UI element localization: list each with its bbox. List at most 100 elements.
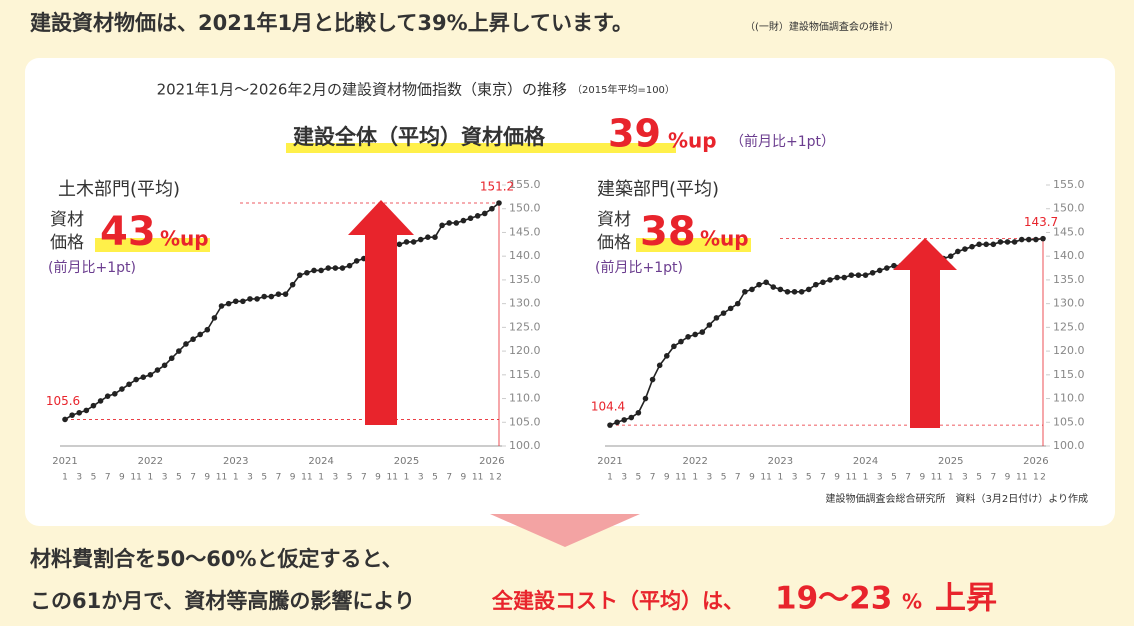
x-tick-label: 9 xyxy=(290,473,296,483)
point xyxy=(318,267,324,274)
x-tick-label: 3 xyxy=(621,473,627,483)
point xyxy=(784,288,791,295)
x-tick-label: 7 xyxy=(276,473,282,483)
x-tick-label: 3 xyxy=(162,473,168,483)
point xyxy=(425,234,431,240)
point xyxy=(147,372,154,378)
point xyxy=(1026,236,1032,243)
x-year-label: 2026 xyxy=(1023,456,1048,467)
x-tick-label: 11 xyxy=(130,473,141,483)
highlight xyxy=(286,143,676,153)
y-tick-label: 120.0 xyxy=(1053,344,1085,357)
x-tick-label: 7 xyxy=(190,473,196,483)
x-tick-label: 7 xyxy=(990,473,996,483)
point xyxy=(339,265,346,271)
point xyxy=(97,398,104,404)
chart-title: 土木部門(平均) xyxy=(58,179,180,200)
x-tick-label: 11 xyxy=(1016,473,1027,483)
point xyxy=(869,269,876,276)
point xyxy=(734,300,741,307)
x-tick-label: 7 xyxy=(905,473,911,483)
x-tick-label: 1 xyxy=(692,473,698,483)
point xyxy=(827,277,833,283)
point xyxy=(706,322,713,328)
x-tick-label: 7 xyxy=(446,473,452,483)
point xyxy=(834,274,840,281)
y-tick-label: 125.0 xyxy=(509,320,541,333)
y-tick-label: 130.0 xyxy=(1053,297,1085,310)
point xyxy=(805,286,812,293)
x-tick-label: 9 xyxy=(1005,473,1011,483)
x-year-label: 2022 xyxy=(138,456,163,467)
x-tick-label: 5 xyxy=(347,473,353,483)
point xyxy=(225,300,232,307)
point xyxy=(656,362,663,369)
point xyxy=(62,416,68,423)
x-year-label: 2024 xyxy=(308,456,333,467)
point xyxy=(496,200,502,206)
x-tick-label: 3 xyxy=(792,473,798,483)
x-tick-label: 3 xyxy=(76,473,82,483)
y-tick-label: 140.0 xyxy=(1053,249,1085,262)
footer-big: 19〜23 xyxy=(775,581,892,617)
y-tick-label: 145.0 xyxy=(509,225,541,238)
point xyxy=(403,239,410,245)
point xyxy=(289,281,296,288)
point xyxy=(635,409,642,416)
x-tick-label: 9 xyxy=(204,473,210,483)
point xyxy=(990,241,997,248)
point xyxy=(489,205,495,212)
point xyxy=(742,288,748,295)
point xyxy=(855,272,862,278)
point xyxy=(396,241,403,248)
footer-emphasis: 全建設コスト（平均）は、 xyxy=(491,589,744,613)
point xyxy=(713,315,720,321)
x-tick-label: 9 xyxy=(375,473,381,483)
point xyxy=(642,395,649,402)
point xyxy=(841,274,848,281)
footer-unit: % xyxy=(902,590,922,614)
point xyxy=(791,288,798,295)
x-tick-label: 11 xyxy=(760,473,771,483)
x-tick-label: 3 xyxy=(707,473,713,483)
point xyxy=(69,412,75,418)
chart-headline-unit: %up xyxy=(700,227,749,251)
x-year-label: 2023 xyxy=(223,456,248,467)
point xyxy=(671,343,677,350)
point xyxy=(254,296,260,302)
x-year-label: 2021 xyxy=(597,456,622,467)
footer-line: この61か月で、資材等高騰の影響により xyxy=(30,589,415,613)
point xyxy=(1040,235,1046,242)
x-tick-label: 1 xyxy=(62,473,68,483)
point xyxy=(168,355,175,362)
x-tick-label: 1 xyxy=(1033,473,1039,483)
point xyxy=(446,220,452,226)
point xyxy=(770,284,777,290)
x-tick-label: 1 xyxy=(148,473,154,483)
x-tick-label: 11 xyxy=(472,473,483,483)
x-tick-label: 9 xyxy=(461,473,467,483)
y-tick-label: 105.0 xyxy=(509,415,541,428)
point xyxy=(83,407,90,414)
x-tick-label: 5 xyxy=(91,473,97,483)
point xyxy=(969,243,975,250)
x-tick-label: 3 xyxy=(418,473,424,483)
headline-value: 39 xyxy=(608,112,661,156)
data-label: 105.6 xyxy=(46,394,80,408)
point xyxy=(884,265,890,271)
point xyxy=(417,236,424,243)
chart-headline-value: 43 xyxy=(100,209,156,255)
point xyxy=(756,281,762,288)
point xyxy=(190,336,196,343)
point xyxy=(204,326,211,333)
x-tick-label: 11 xyxy=(387,473,398,483)
x-tick-label: 5 xyxy=(721,473,727,483)
y-tick-label: 110.0 xyxy=(509,392,541,405)
point xyxy=(119,386,125,392)
point xyxy=(481,210,488,217)
point xyxy=(983,241,990,248)
point xyxy=(1011,239,1018,245)
chart-headline-unit: %up xyxy=(160,227,209,251)
point xyxy=(763,279,769,286)
y-tick-label: 105.0 xyxy=(1053,415,1085,428)
